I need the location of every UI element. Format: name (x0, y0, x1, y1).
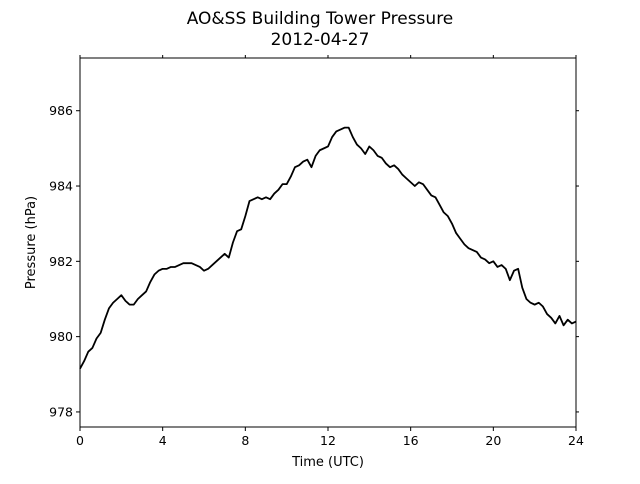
x-tick-label: 24 (568, 433, 584, 448)
y-tick-label: 984 (49, 179, 73, 194)
pressure-line-series (79, 126, 577, 370)
y-tick-label: 978 (49, 404, 73, 419)
x-tick-label: 0 (76, 433, 84, 448)
line-layer (79, 126, 577, 370)
x-tick-label: 12 (320, 433, 336, 448)
x-axis-label: Time (UTC) (291, 455, 364, 470)
y-tick-label: 980 (49, 329, 73, 344)
x-tick-label: 16 (403, 433, 419, 448)
y-axis-label: Pressure (hPa) (24, 196, 39, 289)
chart-title: AO&SS Building Tower Pressure (187, 9, 454, 29)
x-tick-label: 8 (241, 433, 249, 448)
chart-subtitle: 2012-04-27 (271, 30, 370, 50)
plot-area (80, 58, 576, 427)
y-tick-label: 982 (49, 254, 73, 269)
x-tick-label: 20 (485, 433, 501, 448)
x-axis: 0 4 8 12 16 20 24 (76, 55, 584, 448)
x-tick-label: 4 (159, 433, 167, 448)
y-axis: 978 980 982 984 986 (49, 103, 579, 419)
y-tick-label: 986 (49, 103, 73, 118)
